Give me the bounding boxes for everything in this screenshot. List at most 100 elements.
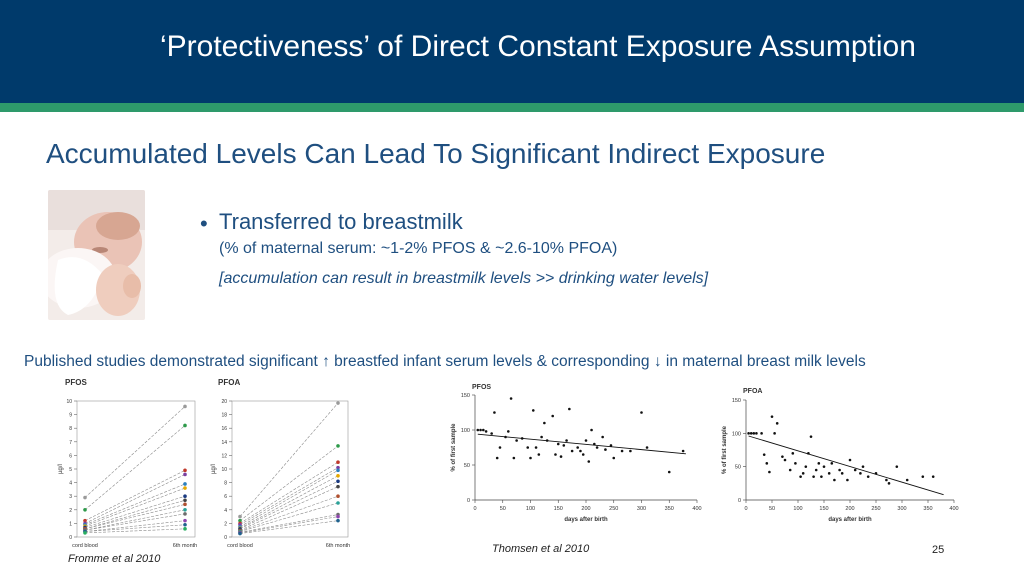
data-point [833,478,836,482]
x-tick-label: 150 [819,506,828,512]
data-point [838,468,841,472]
series-line [84,524,186,532]
y-axis-label: % of first sample [451,423,457,472]
x-tick-label: 100 [526,506,535,512]
data-point [781,455,784,458]
data-point [765,462,769,465]
y-tick-label: 16 [221,426,227,432]
y-tick-label: 10 [221,467,227,473]
series-line [239,495,339,532]
data-point [590,428,593,432]
data-point [799,475,802,478]
data-point [812,475,815,478]
series-point [336,465,340,470]
data-point [885,478,888,482]
series-line [84,483,186,526]
y-axis-label: µg/l [211,464,217,474]
series-point [336,401,340,405]
x-tick-label: 50 [769,506,775,512]
data-point [755,432,758,435]
y-tick-label: 100 [461,428,470,434]
series-line [239,480,339,530]
y-tick-label: 9 [69,413,72,419]
series-point [83,508,87,512]
series-line [239,470,339,528]
data-point [840,472,844,475]
citation-fromme: Fromme et al 2010 [68,553,161,565]
x-category-label: cord blood [72,543,98,549]
series-point [238,518,242,523]
transfer-percentages: (% of maternal serum: ~1-2% PFOS & ~2.6-… [219,240,618,257]
series-point [183,472,187,477]
data-point [814,468,818,472]
data-point [512,456,516,460]
data-point [747,432,750,435]
data-point [531,409,535,412]
title-bar [0,0,1024,103]
y-tick-label: 0 [467,498,470,504]
y-tick-label: 7 [69,440,72,446]
pfos-scatter-chart: PFOS 0 50 100 150 0 50 100 150 200 250 300 350 400 day… [451,384,702,523]
series-point [183,512,187,516]
plot-frame [231,400,349,538]
series-point [183,502,187,507]
series-line [84,474,186,524]
y-tick-label: 2 [69,508,72,514]
data-point [587,460,591,463]
series-point [336,514,340,519]
series-point [183,527,187,531]
trend-line [748,435,944,496]
infant-photo-illustration [48,190,145,320]
y-tick-label: 14 [221,440,227,446]
data-point [593,442,596,446]
x-tick-label: 100 [793,506,802,512]
x-tick-label: 400 [692,506,701,512]
series-line [84,499,186,530]
data-point [848,458,852,462]
y-tick-label: 2 [224,521,227,527]
series-line [84,513,186,531]
series-point [83,518,87,523]
data-point [640,411,643,414]
x-category-label: 6th month [173,543,197,549]
series-point [183,498,187,503]
y-tick-label: 50 [464,463,470,469]
series-line [84,470,186,521]
data-point [762,453,766,456]
y-tick-label: 6 [69,453,72,459]
data-point [783,458,787,462]
data-point [667,470,671,474]
series-point [183,508,187,512]
y-tick-label: 1 [69,521,72,527]
series-point [183,404,187,409]
x-axis-label: days after birth [564,517,608,523]
data-point [482,428,485,432]
series-line [239,402,339,517]
data-point [645,446,649,449]
data-point [529,456,532,460]
data-point [584,439,588,442]
data-point [612,456,616,460]
series-point [183,468,187,473]
data-point [770,415,774,418]
slide-title: ‘Protectiveness’ of Direct Constant Expo… [160,30,916,63]
citation-thomsen: Thomsen et al 2010 [492,543,590,555]
y-tick-label: 8 [224,481,227,487]
data-point [788,468,792,472]
data-point [822,465,826,468]
data-point [801,472,805,475]
x-category-label: cord blood [227,543,253,549]
series-point [336,501,340,505]
y-tick-label: 150 [732,398,741,404]
pfoa-paired-chart: PFOA 0 2 4 6 8 10 12 14 16 18 20 µg/l cord blood 6th m… [211,378,350,549]
x-tick-label: 250 [871,506,880,512]
x-tick-label: 200 [845,506,854,512]
series-point [336,460,340,464]
data-point [827,472,831,475]
series-line [239,445,339,521]
series-line [84,528,186,534]
data-point [817,462,821,465]
data-point [620,449,624,453]
chart-title: PFOA [218,378,240,387]
data-point [493,411,496,414]
